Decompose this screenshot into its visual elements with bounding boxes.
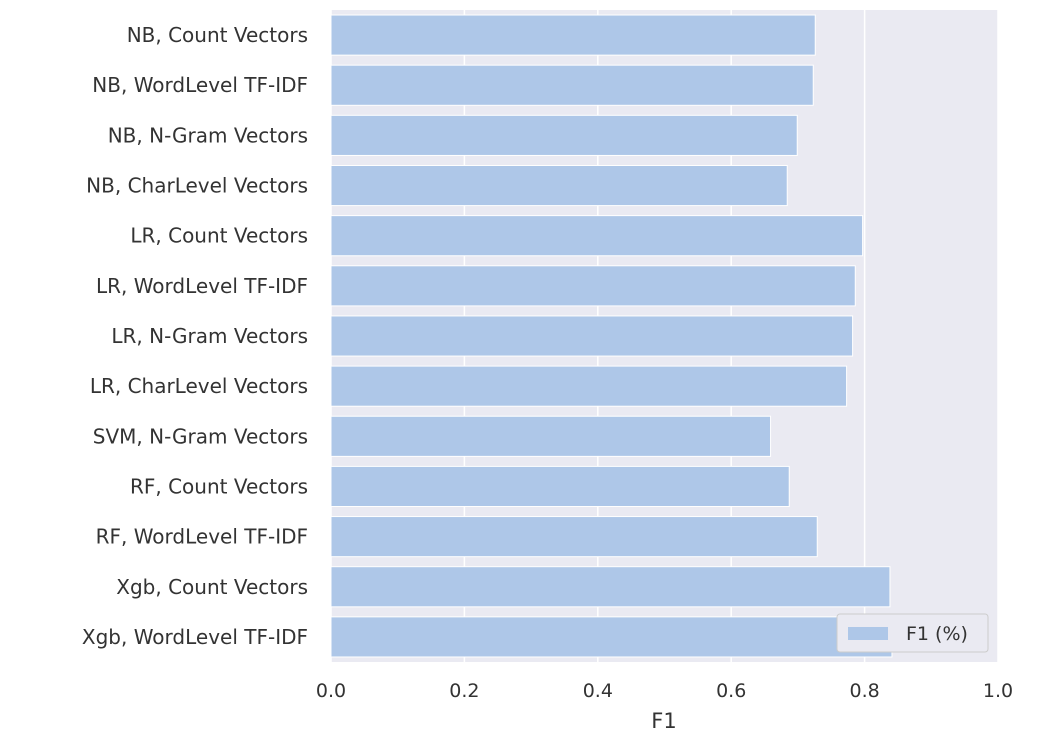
legend: F1 (%) [836,613,989,653]
bar [330,164,788,207]
bar [330,14,816,56]
category-label: RF, WordLevel TF-IDF [96,525,308,549]
category-label: Xgb, WordLevel TF-IDF [82,625,308,649]
bar [330,415,772,457]
category-label: RF, Count Vectors [130,474,308,498]
bar [330,616,893,658]
x-tick-labels: 0.0 0.2 0.4 0.6 0.8 1.0 [316,680,1013,702]
category-label: LR, Count Vectors [130,224,308,248]
bar [330,265,856,307]
bar [330,215,864,257]
bar [330,315,854,357]
bar [330,516,818,558]
bar [330,365,848,407]
category-label: LR, WordLevel TF-IDF [96,274,308,298]
x-tick-label: 1.0 [983,680,1013,702]
x-tick-label: 0.8 [849,680,879,702]
x-axis-title: F1 [651,709,676,733]
category-label: Xgb, Count Vectors [116,575,308,599]
x-tick-label: 0.4 [583,680,613,702]
category-label: SVM, N-Gram Vectors [93,424,308,448]
bar [330,465,790,508]
bar [330,64,814,106]
category-label: LR, N-Gram Vectors [111,324,308,348]
category-label: NB, WordLevel TF-IDF [92,73,308,97]
x-tick-label: 0.6 [716,680,746,702]
category-labels: NB, Count Vectors NB, WordLevel TF-IDF NB,… [82,23,308,649]
legend-box [836,613,989,653]
category-label: NB, Count Vectors [127,23,308,47]
legend-swatch [848,627,888,640]
category-label: NB, CharLevel Vectors [86,174,308,198]
legend-label: F1 (%) [906,623,968,645]
x-tick-label: 0.0 [316,680,346,702]
bar [330,114,798,156]
bar [330,566,891,608]
bars [330,14,893,658]
x-tick-label: 0.2 [449,680,479,702]
category-label: NB, N-Gram Vectors [108,123,308,147]
category-label: LR, CharLevel Vectors [90,374,308,398]
